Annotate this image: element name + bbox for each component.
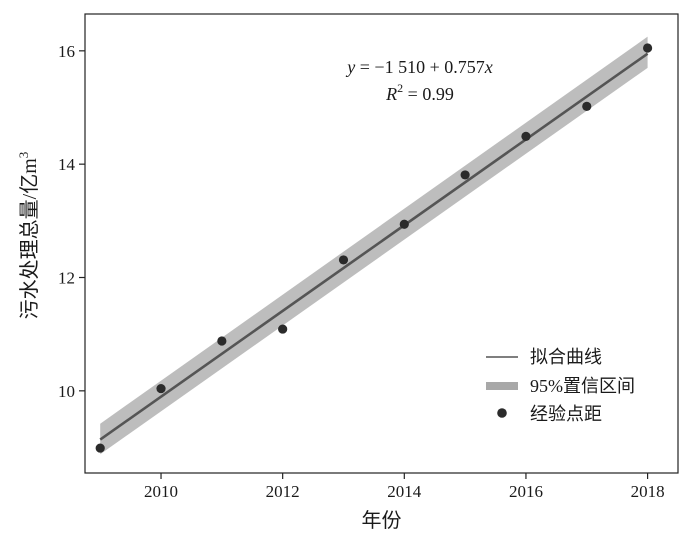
data-point <box>582 101 592 111</box>
fit-line-layer <box>99 52 649 441</box>
data-point <box>95 443 105 453</box>
y-tick-label: 12 <box>58 269 75 288</box>
y-tick-label: 14 <box>58 155 76 174</box>
x-tick-label: 2012 <box>266 482 300 501</box>
eq-y-var: y <box>345 57 355 77</box>
y-axis-label-sup: 3 <box>16 152 31 159</box>
x-axis-label: 年份 <box>362 509 402 532</box>
y-tick-label: 16 <box>58 42 75 61</box>
x-axis-ticks: 2010 2012 2014 2016 2018 <box>144 473 665 501</box>
x-tick-label: 2014 <box>387 482 422 501</box>
eq-equals: = <box>355 57 374 77</box>
y-axis-label: 污水处理总量/亿m3 <box>16 152 41 320</box>
legend: 拟合曲线 95%置信区间 经验点距 <box>486 347 635 424</box>
legend-band-label: 95%置信区间 <box>530 376 635 396</box>
regression-equation: y = −1 510 + 0.757x R2 = 0.99 <box>345 57 492 104</box>
eq-minus: − <box>374 57 384 77</box>
data-point <box>156 383 166 394</box>
data-point <box>278 324 288 334</box>
r-sup: 2 <box>397 81 403 95</box>
r-value: = 0.99 <box>403 84 454 104</box>
data-point <box>217 336 227 346</box>
legend-band-symbol <box>486 382 518 390</box>
points-layer <box>95 43 653 453</box>
data-point <box>642 43 653 53</box>
r-squared-line: R2 = 0.99 <box>385 81 454 104</box>
y-axis-ticks: 10 12 14 16 <box>58 42 85 401</box>
y-tick-label: 10 <box>58 382 75 401</box>
x-tick-label: 2016 <box>509 482 543 501</box>
plot-frame <box>84 13 679 474</box>
data-point <box>460 170 470 180</box>
eq-expr: 1 510 + 0.757 <box>385 57 485 77</box>
data-point <box>521 131 531 141</box>
r-var: R <box>385 84 397 104</box>
data-point <box>338 255 349 265</box>
legend-point-label: 经验点距 <box>530 404 602 424</box>
legend-point-symbol <box>497 408 507 418</box>
x-tick-label: 2010 <box>144 482 178 501</box>
x-tick-label: 2018 <box>631 482 665 501</box>
y-axis-label-main: 污水处理总量/亿m <box>18 158 41 320</box>
equation-line: y = −1 510 + 0.757x <box>345 57 492 77</box>
fit-line <box>99 52 649 441</box>
data-point <box>399 219 409 229</box>
legend-line-label: 拟合曲线 <box>530 347 602 367</box>
eq-x-var: x <box>484 57 493 77</box>
